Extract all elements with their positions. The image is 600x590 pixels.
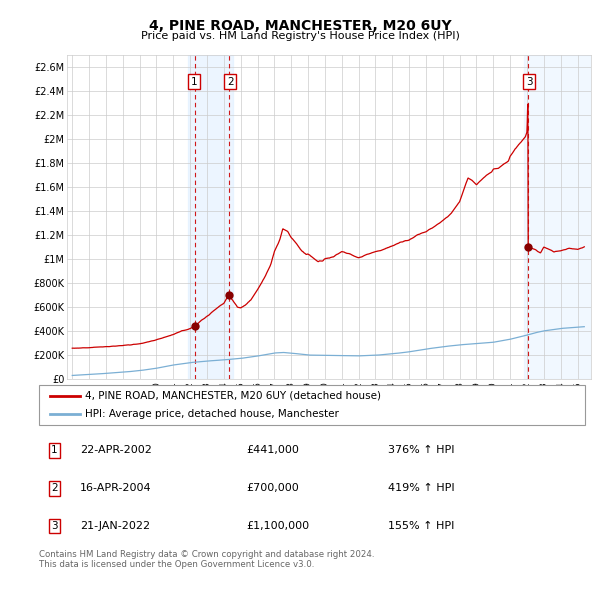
Text: £1,100,000: £1,100,000 xyxy=(247,521,310,531)
Text: £441,000: £441,000 xyxy=(247,445,299,455)
Text: 2: 2 xyxy=(51,483,58,493)
Text: 1: 1 xyxy=(51,445,58,455)
Text: 4, PINE ROAD, MANCHESTER, M20 6UY (detached house): 4, PINE ROAD, MANCHESTER, M20 6UY (detac… xyxy=(85,391,382,401)
Text: 3: 3 xyxy=(51,521,58,531)
Text: 2: 2 xyxy=(227,77,233,87)
Text: 419% ↑ HPI: 419% ↑ HPI xyxy=(388,483,455,493)
Text: 155% ↑ HPI: 155% ↑ HPI xyxy=(388,521,455,531)
Text: 21-JAN-2022: 21-JAN-2022 xyxy=(80,521,150,531)
Text: 4, PINE ROAD, MANCHESTER, M20 6UY: 4, PINE ROAD, MANCHESTER, M20 6UY xyxy=(149,19,451,33)
Text: Price paid vs. HM Land Registry's House Price Index (HPI): Price paid vs. HM Land Registry's House … xyxy=(140,31,460,41)
Text: 1: 1 xyxy=(191,77,197,87)
Text: 376% ↑ HPI: 376% ↑ HPI xyxy=(388,445,455,455)
Text: 16-APR-2004: 16-APR-2004 xyxy=(80,483,152,493)
Bar xyxy=(188,55,233,379)
Text: £700,000: £700,000 xyxy=(247,483,299,493)
Text: Contains HM Land Registry data © Crown copyright and database right 2024.
This d: Contains HM Land Registry data © Crown c… xyxy=(39,550,374,569)
Text: 3: 3 xyxy=(526,77,533,87)
Text: HPI: Average price, detached house, Manchester: HPI: Average price, detached house, Manc… xyxy=(85,409,339,419)
FancyBboxPatch shape xyxy=(39,385,585,425)
Bar xyxy=(524,55,591,379)
Text: 22-APR-2002: 22-APR-2002 xyxy=(80,445,152,455)
